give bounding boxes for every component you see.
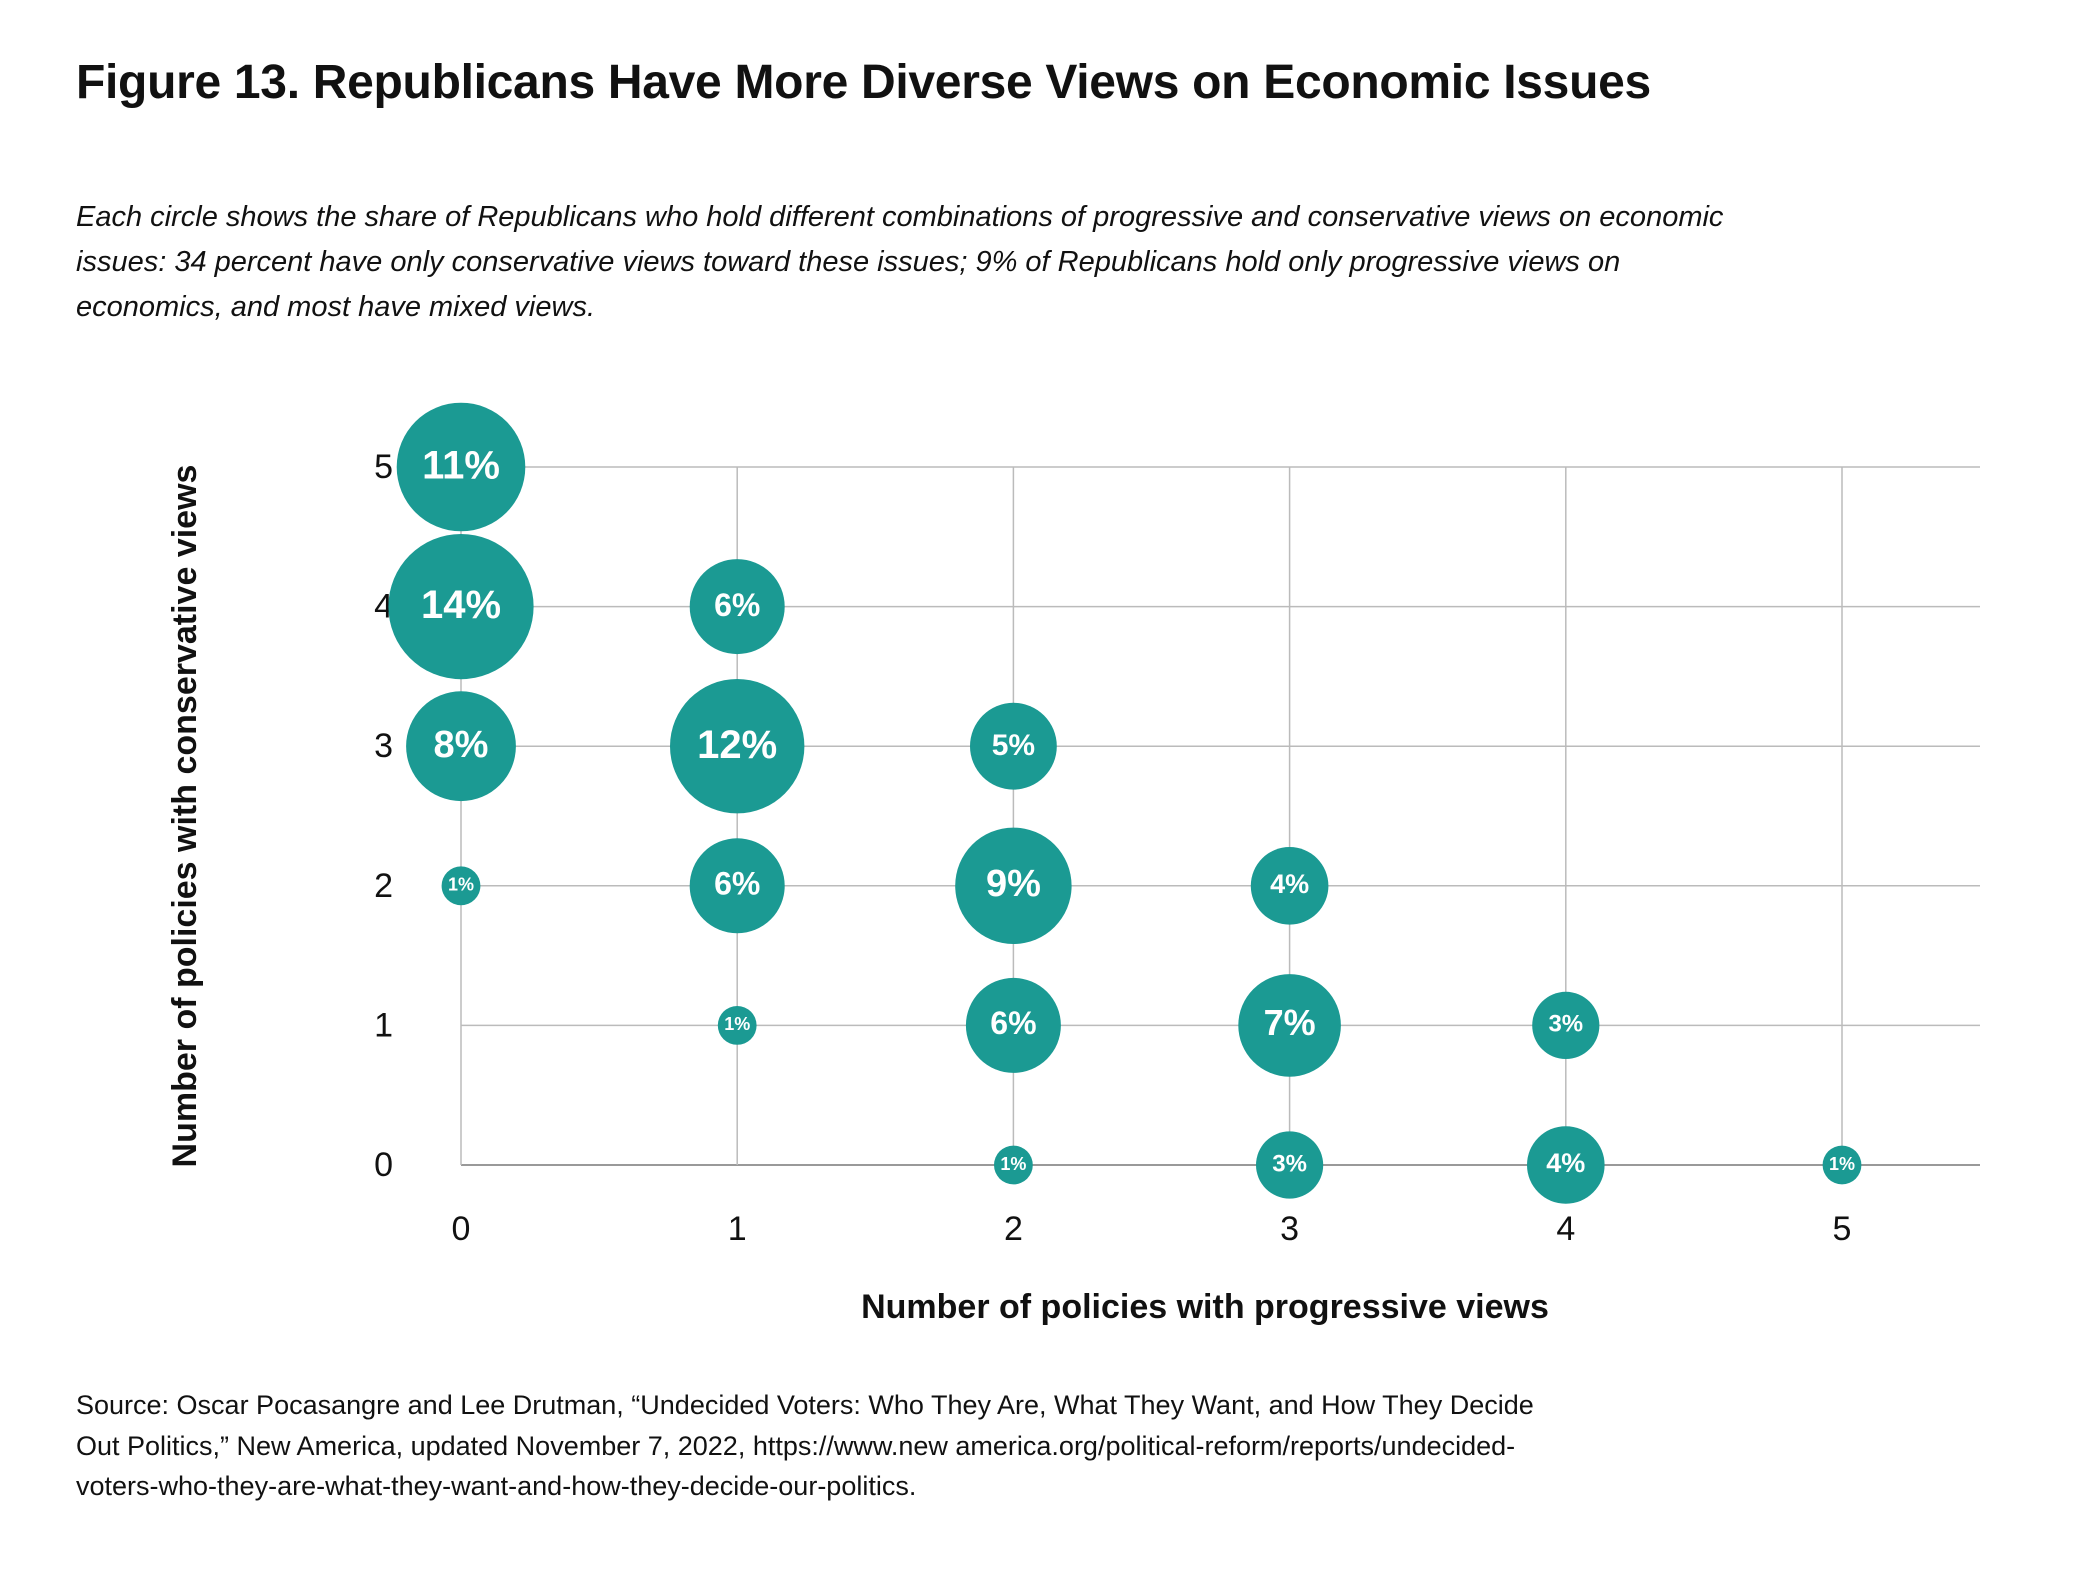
svg-text:1: 1 [728, 1210, 747, 1248]
svg-text:9%: 9% [986, 863, 1041, 905]
svg-text:6%: 6% [714, 587, 760, 623]
svg-text:5: 5 [374, 448, 393, 486]
svg-text:1%: 1% [1829, 1154, 1855, 1174]
svg-text:1%: 1% [724, 1014, 750, 1034]
svg-text:6%: 6% [714, 865, 760, 901]
svg-text:1%: 1% [1000, 1154, 1026, 1174]
svg-text:3: 3 [1280, 1210, 1299, 1248]
svg-text:1%: 1% [448, 875, 474, 895]
svg-text:3%: 3% [1548, 1011, 1583, 1038]
svg-text:1: 1 [374, 1006, 393, 1044]
svg-text:5%: 5% [992, 729, 1035, 762]
svg-text:Number of policies with conser: Number of policies with conservative vie… [166, 465, 204, 1168]
svg-text:11%: 11% [422, 444, 500, 488]
svg-text:0: 0 [452, 1210, 471, 1248]
svg-text:2: 2 [374, 867, 393, 905]
svg-text:14%: 14% [421, 583, 501, 627]
svg-text:4%: 4% [1546, 1148, 1585, 1178]
svg-text:Number of policies with progre: Number of policies with progressive view… [861, 1288, 1549, 1326]
svg-text:3%: 3% [1272, 1150, 1307, 1177]
svg-text:4: 4 [1556, 1210, 1575, 1248]
svg-text:5: 5 [1833, 1210, 1852, 1248]
svg-text:2: 2 [1004, 1210, 1023, 1248]
svg-text:12%: 12% [697, 723, 777, 767]
svg-text:0: 0 [374, 1146, 393, 1184]
svg-text:3: 3 [374, 727, 393, 765]
svg-text:8%: 8% [434, 724, 489, 766]
svg-text:6%: 6% [990, 1005, 1036, 1041]
svg-text:7%: 7% [1264, 1002, 1316, 1043]
svg-text:4%: 4% [1270, 869, 1309, 899]
